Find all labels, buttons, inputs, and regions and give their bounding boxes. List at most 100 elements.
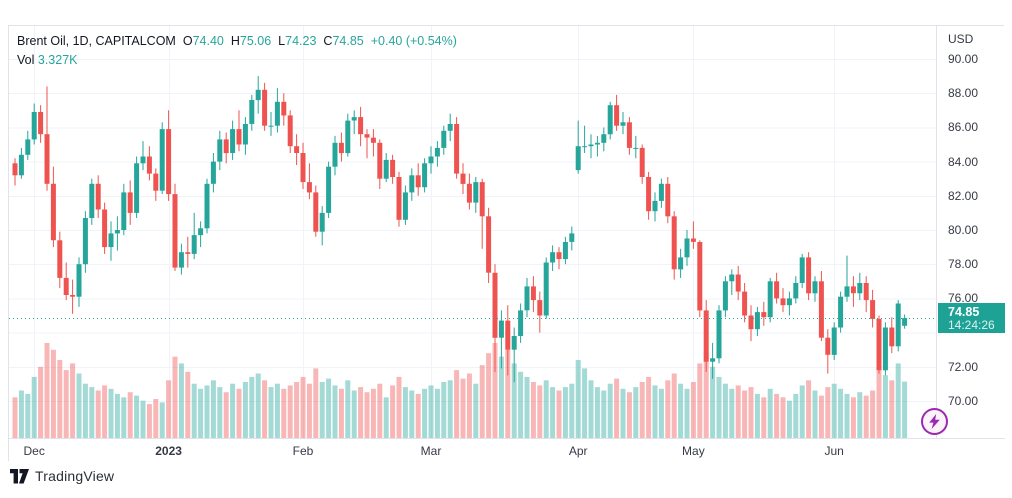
volume-bar	[351, 390, 357, 438]
candle-body	[390, 159, 396, 177]
time-tick-month[interactable]: Apr	[568, 444, 588, 458]
candle-body	[569, 233, 575, 242]
candle-body	[767, 281, 773, 318]
volume-bar	[255, 373, 261, 438]
candle-body	[780, 298, 786, 306]
volume-bar	[38, 366, 44, 438]
candle-body	[300, 153, 306, 183]
candle-body	[838, 296, 844, 328]
candle-body	[447, 124, 453, 131]
candle-body	[402, 192, 408, 220]
legend-row-symbol: Brent Oil, 1D, CAPITALCOM O74.40 H75.06 L74…	[17, 32, 457, 51]
volume-bar	[44, 343, 50, 438]
candle-body	[678, 257, 684, 270]
volume-bar	[306, 383, 312, 438]
volume-bar	[166, 380, 172, 438]
time-tick-month[interactable]: May	[682, 444, 705, 458]
volume-bar	[678, 383, 684, 438]
candle-body	[146, 156, 152, 174]
volume-bar	[434, 388, 440, 438]
currency-label[interactable]: USD	[948, 32, 974, 46]
time-tick-month[interactable]: Feb	[292, 444, 314, 458]
candle-body	[697, 242, 703, 311]
time-tick-month[interactable]: Jun	[824, 444, 844, 458]
candle-body	[543, 262, 549, 316]
candle-body	[326, 166, 332, 213]
candle-body	[364, 134, 370, 138]
candle-body	[818, 281, 824, 338]
volume-bar	[582, 368, 588, 438]
lightning-icon[interactable]	[921, 408, 948, 435]
time-scale[interactable]: Dec 2023 Feb Mar Apr May Jun	[9, 438, 1005, 462]
candle-body	[460, 173, 466, 184]
volume-bar	[524, 376, 530, 438]
volume-bar	[300, 376, 306, 438]
volume-bar	[313, 368, 319, 438]
volume-bar	[882, 375, 888, 438]
candle-body	[562, 242, 568, 260]
candle-body	[454, 124, 460, 174]
candle-body	[166, 129, 172, 195]
candle-body	[409, 175, 415, 193]
volume-bar	[466, 373, 472, 438]
volume-bar	[607, 383, 613, 438]
volume-bar	[415, 393, 421, 438]
candle-body	[620, 122, 626, 126]
chart-legend[interactable]: Brent Oil, 1D, CAPITALCOM O74.40 H75.06 L74…	[17, 32, 457, 70]
candle-body	[50, 183, 56, 241]
tradingview-logo[interactable]: TradingView	[10, 468, 114, 484]
volume-bar	[850, 397, 856, 438]
candle-body	[511, 336, 517, 350]
volume-bar	[742, 390, 748, 438]
candle-body	[870, 300, 876, 319]
volume-bar	[274, 383, 280, 438]
candle-body	[287, 115, 293, 147]
candle-body	[537, 300, 543, 316]
candle-body	[31, 112, 37, 140]
volume-bar	[447, 380, 453, 438]
volume-bar	[671, 373, 677, 438]
volume-bar	[153, 399, 159, 438]
candle-body	[530, 286, 536, 301]
volume-bar	[870, 390, 876, 438]
candle-body	[735, 274, 741, 292]
candle-body	[396, 177, 402, 220]
volume-bar	[172, 356, 178, 438]
volume-bar	[82, 383, 88, 438]
time-tick-month[interactable]: Dec	[23, 444, 45, 458]
volume-bar	[287, 385, 293, 438]
volume-bar	[332, 385, 338, 438]
candle-body	[492, 272, 498, 338]
time-tick-year[interactable]: 2023	[155, 444, 182, 458]
volume-bar	[543, 380, 549, 438]
candle-body	[319, 212, 325, 232]
price-pane[interactable]: Brent Oil, 1D, CAPITALCOM O74.40 H75.06 L74…	[9, 26, 936, 438]
volume-bar	[422, 388, 428, 438]
candle-body	[825, 337, 831, 355]
candle-body	[690, 238, 696, 242]
volume-bar	[370, 388, 376, 438]
low-value: 74.23	[285, 34, 317, 48]
price-tick-label: 78.00	[948, 257, 979, 272]
symbol-title[interactable]: Brent Oil, 1D, CAPITALCOM	[17, 34, 176, 48]
volume-bar	[230, 383, 236, 438]
candle-body	[857, 283, 863, 294]
candle-body	[63, 277, 69, 295]
volume-bar	[569, 383, 575, 438]
volume-bar	[12, 397, 18, 438]
last-price-badge: 74.85 14:24:26	[938, 303, 1005, 334]
candle-body	[217, 139, 223, 162]
volume-bar	[159, 402, 165, 438]
volume-bar	[703, 353, 709, 438]
volume-bar	[537, 385, 543, 438]
candle-body	[422, 163, 428, 188]
candle-body	[127, 192, 133, 213]
candle-body	[831, 327, 837, 355]
candle-body	[223, 139, 229, 154]
volume-bar	[114, 393, 120, 438]
time-tick-month[interactable]: Mar	[420, 444, 442, 458]
candle-body	[786, 298, 792, 306]
candle-body	[345, 120, 351, 154]
price-scale[interactable]: USD 90.00 88.00 86.00 84.00 82.00 80.00 78.00 7…	[936, 26, 1005, 438]
volume-bar	[95, 390, 101, 438]
